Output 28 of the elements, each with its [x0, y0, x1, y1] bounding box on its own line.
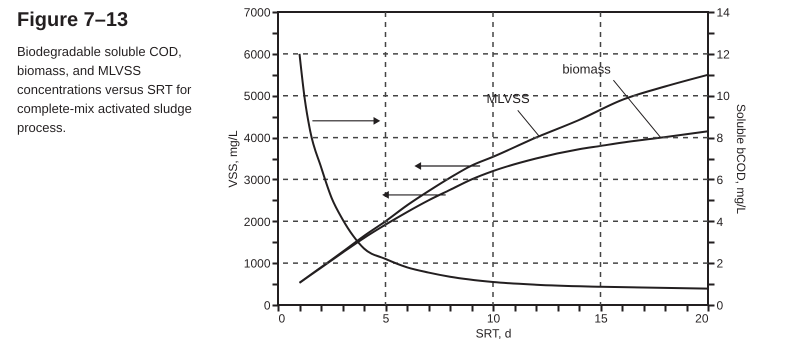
- y2-tick-label: 8: [716, 131, 724, 146]
- y2-tick-label: 12: [716, 47, 730, 62]
- y-tick-label: 2000: [244, 214, 271, 229]
- annotation: biomass: [562, 61, 612, 76]
- y2-tick-label: 4: [716, 214, 724, 229]
- y2-tick-label: 6: [716, 172, 724, 187]
- x-tick-label: 10: [486, 312, 500, 326]
- x-axis-title: SRT, d: [476, 326, 512, 340]
- text: Figure 7–13: [17, 9, 128, 31]
- y-tick-label: 0: [264, 298, 271, 312]
- y-tick-label: 7000: [244, 6, 271, 20]
- y-tick-label: 1000: [244, 256, 271, 271]
- y2-tick-label: 14: [716, 6, 730, 20]
- x-tick-label: 5: [382, 312, 390, 326]
- annotation: MLVSS: [486, 91, 530, 106]
- x-tick-label: 20: [695, 312, 709, 326]
- y-tick-label: 3000: [244, 172, 271, 187]
- x-tick-label: 15: [594, 312, 608, 326]
- y2-tick-label: 0: [716, 298, 724, 312]
- x-tick-label: 0: [278, 312, 286, 326]
- y2-tick-label: 2: [716, 256, 724, 271]
- y-tick-label: 5000: [244, 89, 271, 104]
- y-tick-label: 4000: [244, 131, 271, 146]
- y2-tick-label: 10: [716, 89, 730, 104]
- y2-axis-title: Soluble bCOD, mg/L: [734, 104, 748, 214]
- text: Biodegradable soluble COD, biomass, and MLVSS concentrations versus SRT for complete-mix activated sludge process.: [17, 44, 192, 135]
- y-tick-label: 6000: [244, 47, 271, 62]
- y-axis-title: VSS, mg/L: [226, 130, 240, 188]
